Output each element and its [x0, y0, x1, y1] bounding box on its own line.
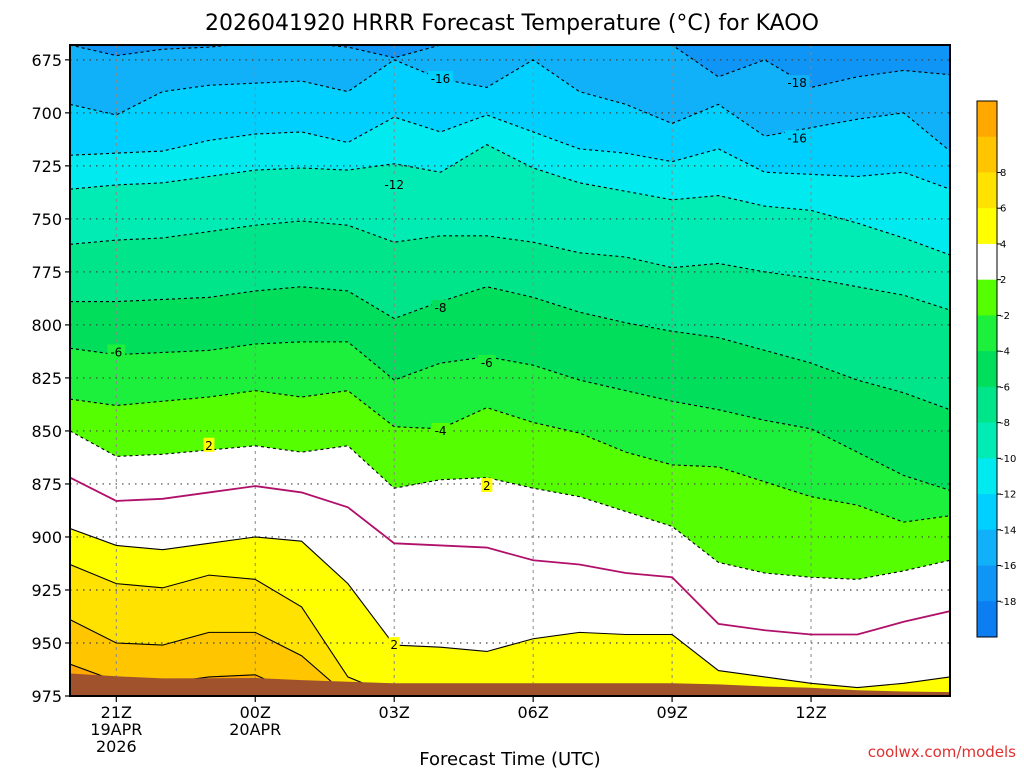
plot-frame [69, 44, 951, 697]
colorbar-swatch [977, 458, 997, 495]
isotherm--12 [70, 144, 950, 256]
contour-label-bg [784, 130, 810, 145]
x-tick-label: 21Z [101, 703, 132, 722]
temperature-fill-layer [70, 45, 950, 696]
contour-label-bg [477, 355, 496, 370]
contour-label-bg [107, 344, 126, 359]
y-tick-label: 850 [31, 422, 62, 441]
contour-label-bg [203, 437, 215, 452]
contour-label-bg [784, 75, 810, 90]
contour-label-bg [381, 176, 407, 191]
x-tick-label: 09Z [656, 703, 687, 722]
contour-label: 2 [390, 638, 398, 652]
terrain-surface [70, 673, 950, 696]
temp-band-above-6 [70, 619, 950, 696]
isotherm--14 [70, 114, 950, 190]
isotherm--16 [70, 59, 950, 152]
colorbar-swatch [977, 279, 997, 316]
colorbar-label: -14 [1000, 525, 1016, 536]
contour-label: -4 [435, 424, 447, 438]
y-tick-label: 675 [31, 51, 62, 70]
colorbar-label: -16 [1000, 561, 1016, 572]
contour-label-bg [388, 637, 400, 652]
y-tick-label: 800 [31, 316, 62, 335]
y-tick-label: 875 [31, 475, 62, 494]
colorbar-label: 6 [1000, 204, 1006, 215]
colorbar-frame [976, 100, 998, 638]
x-axis-label: Forecast Time (UTC) [419, 749, 600, 768]
contour-label: -16 [431, 72, 451, 86]
surface-layer [70, 673, 950, 696]
chart-title: 2026041920 HRRR Forecast Temperature (°C… [205, 11, 819, 36]
contour-label: 2 [205, 439, 213, 453]
contour-label: -16 [787, 131, 807, 145]
isotherm--6 [70, 341, 950, 491]
colorbar-label: -8 [1000, 418, 1010, 429]
contour-label-bg [481, 478, 493, 493]
colorbar: 8 6 4 2 -2 -4 -6 -8 -10 -12 -14 -16 -18 [976, 100, 1016, 638]
y-tick-label: 925 [31, 581, 62, 600]
colorbar-label: -2 [1000, 311, 1010, 322]
contour-label: -6 [110, 345, 122, 359]
x-tick-label: 00Z [240, 703, 271, 722]
y-tick-label: 700 [31, 104, 62, 123]
contour-label-bg [431, 422, 450, 437]
x-tick-label: 2026 [96, 737, 137, 756]
y-tick-label: 775 [31, 263, 62, 282]
y-tick-label: 950 [31, 634, 62, 653]
isotherm-2 [70, 527, 950, 689]
colorbar-label: -18 [1000, 597, 1016, 608]
isotherm-layer [70, 45, 950, 696]
colorbar-swatch [977, 136, 997, 173]
colorbar-swatch [977, 101, 997, 138]
isotherm-6 [70, 619, 950, 696]
contour-label: -18 [787, 76, 807, 90]
colorbar-swatch [977, 494, 997, 531]
contour-label-layer: -18 -16 -16 -12 -8 -6 -6 -4 2 2 2 [107, 70, 810, 652]
colorbar-label: -6 [1000, 382, 1010, 393]
colorbar-swatch [977, 243, 997, 281]
colorbar-label: -4 [1000, 347, 1010, 358]
contour-label: -6 [481, 356, 493, 370]
colorbar-swatch [977, 208, 997, 245]
y-tick-label: 825 [31, 369, 62, 388]
isotherm-8 [70, 663, 950, 696]
x-tick-label: 03Z [379, 703, 410, 722]
credit-text: coolwx.com/models [868, 743, 1016, 761]
isotherm-0 [70, 476, 950, 636]
colorbar-swatch [977, 529, 997, 567]
x-tick-label: 06Z [517, 703, 548, 722]
y-tick-label: 900 [31, 528, 62, 547]
colorbar-swatch [977, 601, 997, 638]
colorbar-swatch [977, 351, 997, 388]
x-tick-label: 20APR [229, 720, 281, 739]
colorbar-swatch [977, 315, 997, 352]
colorbar-label: -12 [1000, 490, 1016, 501]
isotherm--10 [70, 220, 950, 311]
isotherm--8 [70, 286, 950, 411]
colorbar-swatch [977, 172, 997, 209]
colorbar-label: 2 [1000, 275, 1006, 286]
colorbar-swatch [977, 565, 997, 602]
colorbar-swatch [977, 386, 997, 424]
y-tick-label: 725 [31, 157, 62, 176]
colorbar-label: 8 [1000, 168, 1006, 179]
x-tick-label: 12Z [795, 703, 826, 722]
colorbar-swatch [977, 422, 997, 459]
y-tick-label: 750 [31, 210, 62, 229]
x-tick-label: 19APR [90, 720, 142, 739]
colorbar-label: -10 [1000, 454, 1016, 465]
contour-label: -8 [435, 301, 447, 315]
contour-label: 2 [483, 479, 491, 493]
contour-label-bg [431, 299, 450, 314]
y-tick-label: 975 [31, 687, 62, 706]
contour-label-bg [428, 70, 454, 85]
y-axis: 675 700 725 750 775 800 825 850 875 900 925 950 975 [31, 51, 70, 706]
colorbar-label: 4 [1000, 239, 1006, 250]
contour-label: -12 [384, 178, 404, 192]
isotherm-4 [70, 564, 950, 696]
